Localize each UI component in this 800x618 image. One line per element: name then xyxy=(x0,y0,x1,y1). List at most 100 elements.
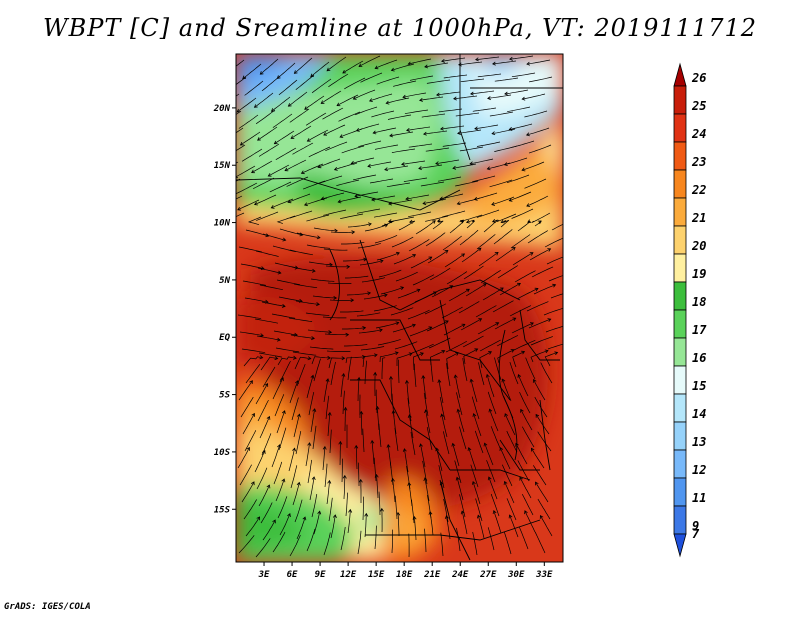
streamline xyxy=(423,130,448,135)
streamline xyxy=(289,210,313,219)
streamline-arrow xyxy=(519,476,523,481)
colorbar-label: 16 xyxy=(692,351,706,365)
streamline xyxy=(255,250,279,257)
streamline-arrow xyxy=(492,61,496,66)
streamline-arrow xyxy=(390,477,395,482)
streamline xyxy=(514,270,536,283)
streamline-arrow xyxy=(338,440,343,445)
streamline xyxy=(454,460,462,484)
streamline xyxy=(323,209,347,216)
streamline-arrow xyxy=(317,510,322,515)
streamline xyxy=(521,161,545,171)
streamline xyxy=(507,106,531,113)
streamline xyxy=(500,219,510,228)
streamline-arrow xyxy=(449,285,454,289)
streamline-arrow xyxy=(487,476,492,481)
streamline-arrow xyxy=(511,247,516,251)
streamline xyxy=(509,514,519,538)
streamline xyxy=(236,97,257,113)
streamline xyxy=(360,72,383,83)
streamline-layer xyxy=(225,55,563,558)
streamline xyxy=(340,373,345,398)
streamline xyxy=(346,292,371,296)
streamline-arrow xyxy=(394,351,399,356)
streamline xyxy=(243,356,263,367)
streamline-arrow xyxy=(407,414,412,418)
streamline xyxy=(442,431,450,455)
streamline-arrow xyxy=(491,218,496,223)
streamline-arrow xyxy=(364,512,369,517)
streamline xyxy=(295,431,302,455)
streamline xyxy=(262,519,276,541)
streamline xyxy=(390,307,414,316)
streamline xyxy=(244,297,269,303)
streamline-arrow xyxy=(474,126,479,131)
streamline xyxy=(497,349,515,364)
streamline xyxy=(405,194,430,200)
streamline-arrow xyxy=(475,57,479,62)
streamline-arrow xyxy=(327,479,332,484)
colorbar-swatch xyxy=(673,281,687,311)
streamline xyxy=(323,248,348,251)
streamline xyxy=(476,141,501,147)
streamline-arrow xyxy=(419,443,423,448)
streamline xyxy=(409,75,434,81)
streamline xyxy=(396,353,413,366)
streamline xyxy=(238,114,259,129)
streamline xyxy=(512,351,525,368)
streamline xyxy=(325,265,350,268)
streamline xyxy=(493,229,513,245)
streamline-arrow xyxy=(444,515,449,520)
streamline xyxy=(344,77,366,90)
streamline-arrow xyxy=(311,336,315,341)
streamline-arrow xyxy=(453,96,457,101)
streamline xyxy=(254,318,279,324)
streamline-arrow xyxy=(290,135,295,139)
streamline-arrow xyxy=(407,61,412,66)
streamline xyxy=(338,196,362,203)
streamline xyxy=(490,426,501,449)
streamline xyxy=(518,374,529,397)
streamline xyxy=(526,127,550,136)
streamline-arrow xyxy=(535,413,540,418)
streamline xyxy=(254,194,277,205)
streamline-arrow xyxy=(396,511,401,516)
streamline-arrow xyxy=(358,478,363,483)
streamline xyxy=(393,254,416,265)
colorbar-swatch xyxy=(673,449,687,479)
streamline xyxy=(389,131,414,137)
streamline xyxy=(325,395,330,420)
streamline xyxy=(446,271,468,285)
streamline xyxy=(537,498,551,520)
streamline xyxy=(535,414,550,435)
streamline xyxy=(358,329,383,334)
streamline xyxy=(340,310,364,313)
streamline xyxy=(261,301,286,307)
streamline-arrow xyxy=(483,442,488,447)
streamline xyxy=(255,383,268,405)
streamline xyxy=(461,511,468,535)
streamline xyxy=(275,347,300,353)
streamline-arrow xyxy=(355,128,360,132)
streamline xyxy=(342,60,364,74)
streamline xyxy=(244,80,264,96)
streamline xyxy=(236,195,243,200)
streamline xyxy=(287,193,311,203)
streamline xyxy=(237,314,262,320)
streamline-arrow xyxy=(239,141,244,146)
streamline-arrow xyxy=(339,134,344,138)
streamline-arrow xyxy=(421,375,426,379)
streamline-arrow xyxy=(437,379,442,384)
streamline-arrow xyxy=(439,481,444,486)
streamline-arrow xyxy=(225,71,228,74)
streamline xyxy=(443,323,465,336)
streamline xyxy=(492,300,514,313)
streamline xyxy=(378,269,402,278)
streamline xyxy=(519,527,529,550)
streamline xyxy=(426,427,433,451)
streamline xyxy=(496,213,517,223)
streamline xyxy=(237,447,250,469)
streamline xyxy=(446,352,459,370)
streamline xyxy=(294,57,313,74)
streamline xyxy=(413,516,417,541)
